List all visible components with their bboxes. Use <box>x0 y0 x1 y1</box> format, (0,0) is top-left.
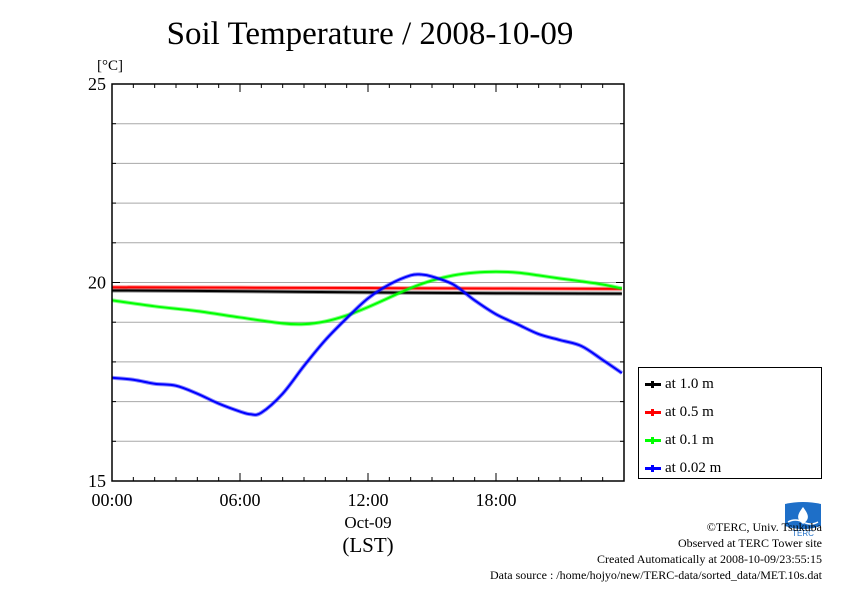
legend-swatch <box>645 380 661 388</box>
y-axis-unit: [°C] <box>97 58 123 74</box>
x-tick-label: 18:00 <box>475 490 516 510</box>
credit-source: Data source : /home/hojyo/new/TERC-data/… <box>489 568 822 582</box>
y-tick-label: 25 <box>88 74 106 94</box>
series-line <box>111 286 622 290</box>
water-drop-icon <box>798 507 808 524</box>
legend-item: at 0.1 m <box>645 430 714 450</box>
legend-label: at 0.02 m <box>665 459 722 476</box>
y-tick-label: 15 <box>88 471 106 491</box>
x-axis-label: (LST) <box>342 533 393 557</box>
legend-item: at 1.0 m <box>645 374 714 394</box>
x-tick-label: 00:00 <box>91 490 132 510</box>
series-line <box>111 273 623 416</box>
y-tick-label: 20 <box>88 273 106 293</box>
legend-swatch <box>645 408 661 416</box>
legend-item: at 0.02 m <box>645 458 721 478</box>
x-date-label: Oct-09 <box>344 513 391 532</box>
terc-logo-text: TERC <box>792 529 814 538</box>
x-tick-label: 12:00 <box>347 490 388 510</box>
legend-label: at 1.0 m <box>665 375 714 392</box>
legend-swatch <box>645 436 661 444</box>
x-tick-label: 06:00 <box>219 490 260 510</box>
series-line <box>111 289 622 295</box>
wave-icon <box>787 519 819 525</box>
credit-created: Created Automatically at 2008-10-09/23:5… <box>597 552 822 566</box>
legend-label: at 0.5 m <box>665 403 714 420</box>
terc-logo: TERC <box>785 502 821 538</box>
legend-item: at 0.5 m <box>645 402 714 422</box>
credit-observed: Observed at TERC Tower site <box>677 536 822 550</box>
legend-swatch <box>645 464 661 472</box>
chart-credits: ©TERC, Univ. Tsukuba Observed at TERC To… <box>490 519 822 583</box>
chart-legend: at 1.0 m at 0.5 m at 0.1 m at 0.02 m <box>638 367 822 479</box>
chart-title: Soil Temperature / 2008-10-09 <box>166 16 574 52</box>
legend-label: at 0.1 m <box>665 431 714 448</box>
credit-copyright: ©TERC, Univ. Tsukuba <box>706 520 822 534</box>
series-line <box>111 270 623 326</box>
